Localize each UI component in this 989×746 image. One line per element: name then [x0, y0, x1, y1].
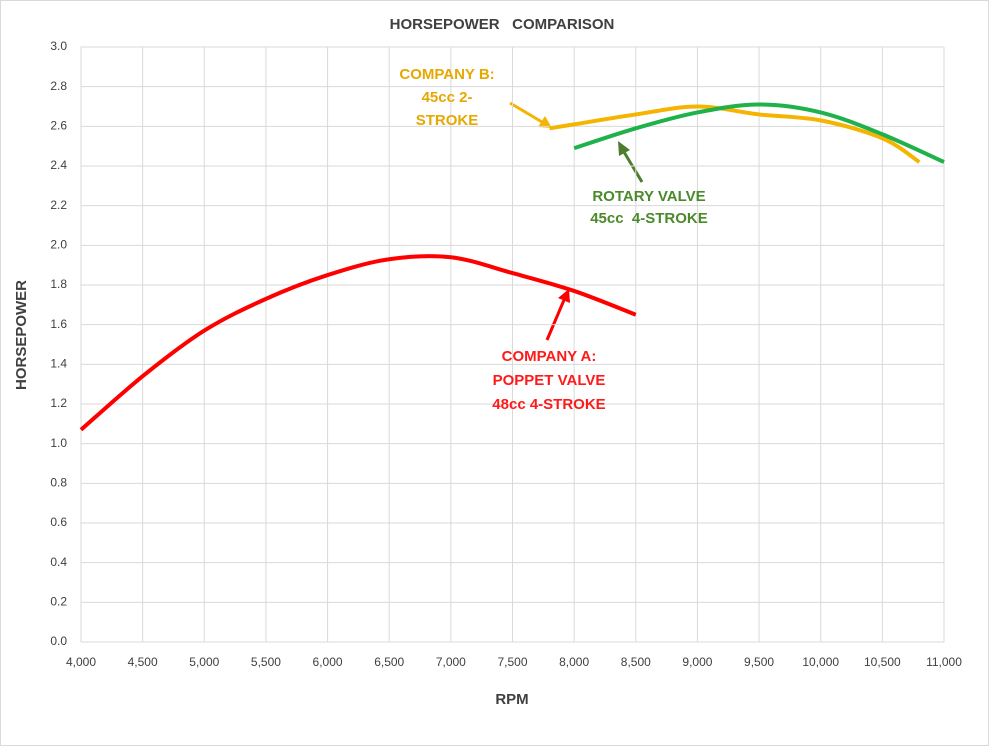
- series-line: [549, 104, 921, 164]
- y-tick-label: 1.6: [50, 317, 67, 331]
- annotation: COMPANY A:: [502, 348, 597, 365]
- annotation: STROKE: [416, 112, 479, 129]
- x-tick-label: 10,500: [864, 655, 901, 669]
- annotation: COMPANY B:: [399, 66, 494, 83]
- y-tick-label: 0.0: [50, 634, 67, 648]
- y-tick-label: 2.6: [50, 119, 67, 133]
- x-tick-label: 9,000: [682, 655, 712, 669]
- chart-title: HORSEPOWER COMPARISON: [390, 16, 615, 33]
- series-line: [573, 102, 945, 164]
- y-tick-label: 0.2: [50, 595, 67, 609]
- x-tick-label: 6,000: [313, 655, 343, 669]
- y-tick-label: 0.6: [50, 515, 67, 529]
- x-tick-label: 5,000: [189, 655, 219, 669]
- y-tick-label: 1.4: [50, 357, 67, 371]
- y-tick-label: 1.0: [50, 436, 67, 450]
- x-tick-label: 8,500: [621, 655, 651, 669]
- x-tick-label: 9,500: [744, 655, 774, 669]
- grid: [80, 46, 945, 643]
- x-tick-label: 7,500: [497, 655, 527, 669]
- x-tick-label: 8,000: [559, 655, 589, 669]
- annotation: POPPET VALVE: [493, 372, 606, 389]
- y-tick-label: 1.2: [50, 396, 67, 410]
- y-tick-label: 3.0: [50, 39, 67, 53]
- y-tick-label: 1.8: [50, 277, 67, 291]
- x-tick-label: 7,000: [436, 655, 466, 669]
- annotation: ROTARY VALVE: [592, 188, 705, 205]
- annotation: 48cc 4-STROKE: [492, 396, 605, 413]
- y-axis-label: HORSEPOWER: [13, 280, 30, 390]
- annotation: 45cc 2-: [422, 89, 473, 106]
- x-tick-label: 5,500: [251, 655, 281, 669]
- y-tick-label: 2.4: [50, 158, 67, 172]
- x-tick-label: 4,500: [128, 655, 158, 669]
- y-tick-label: 2.2: [50, 198, 67, 212]
- annotation: 45cc 4-STROKE: [590, 210, 708, 227]
- series-line: [79, 254, 637, 432]
- x-tick-label: 6,500: [374, 655, 404, 669]
- annotation-arrows: [509, 101, 644, 341]
- y-tick-label: 2.0: [50, 238, 67, 252]
- x-axis-label: RPM: [495, 691, 528, 708]
- y-tick-label: 2.8: [50, 79, 67, 93]
- x-tick-label: 11,000: [926, 655, 962, 669]
- y-tick-label: 0.4: [50, 555, 67, 569]
- y-tick-label: 0.8: [50, 476, 67, 490]
- x-tick-label: 10,000: [802, 655, 839, 669]
- x-tick-label: 4,000: [66, 655, 96, 669]
